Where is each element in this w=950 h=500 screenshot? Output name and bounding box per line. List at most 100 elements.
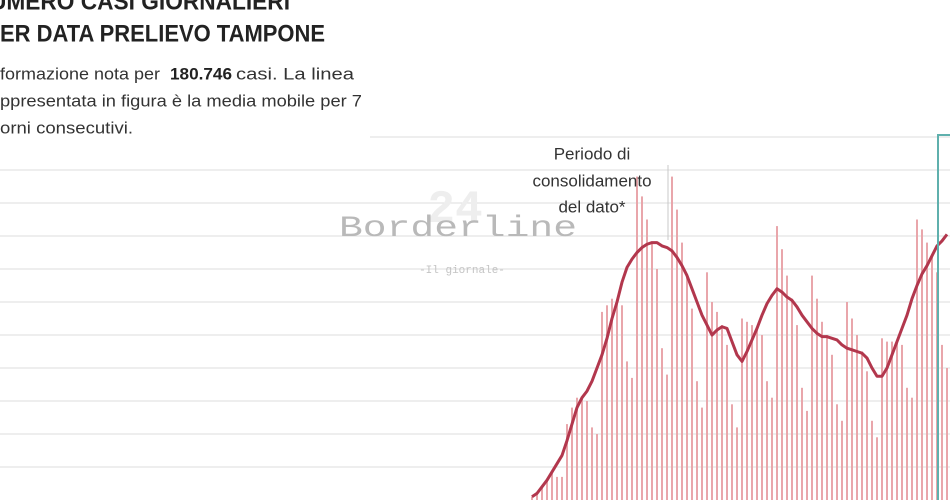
bar [551,473,553,500]
moving-average-line [531,233,949,498]
bar [866,371,868,500]
bar [726,344,728,500]
bar [751,325,753,500]
bar [741,318,743,500]
bar [871,420,873,500]
title-line: UMERO CASI GIORNALIERI [0,0,290,15]
bar [921,229,923,500]
bar [916,219,918,500]
bar [676,209,678,500]
bar [591,427,593,500]
bar [711,302,713,500]
bar [611,298,613,500]
description-text: casi. La linea [236,64,355,83]
bar [641,196,643,500]
bar [761,335,763,500]
bar [891,341,893,500]
bar [566,424,568,500]
bar [701,407,703,500]
bar [881,338,883,500]
bar [841,420,843,500]
title-line: ER DATA PRELIEVO TAMPONE [0,20,325,47]
grid [0,136,950,468]
annotation-text: Periodo di [554,144,631,163]
bar [686,275,688,500]
bar [646,219,648,500]
bar [786,275,788,500]
bar [911,397,913,500]
bar [616,302,618,500]
bar [766,381,768,500]
bar [656,269,658,500]
watermark-tagline: -Il giornale- [419,265,505,277]
bar [861,351,863,500]
bar [801,387,803,500]
bar [946,368,948,500]
bar [796,325,798,500]
bar [876,437,878,500]
bar [821,321,823,500]
bar [836,404,838,500]
bar [896,341,898,500]
watermark-number: 24 [427,184,482,236]
bar [806,410,808,500]
bar [536,493,538,500]
bar [816,298,818,500]
bar [681,242,683,500]
bar [831,354,833,500]
bar [586,401,588,500]
bar [791,298,793,500]
bar [811,275,813,500]
bar [596,434,598,500]
marks [531,176,949,500]
bar [626,361,628,500]
bar [556,476,558,500]
bar [546,480,548,500]
bar [856,335,858,500]
bar [776,226,778,500]
watermark-name: Borderline [339,212,577,246]
bar [561,476,563,500]
bar [931,255,933,500]
bar [581,397,583,500]
bar [571,407,573,500]
bar [541,486,543,500]
bar [851,318,853,500]
bar [736,427,738,500]
highlight-box [937,134,950,500]
bar [531,496,533,500]
bar [576,397,578,500]
bar [636,176,638,500]
bar [781,249,783,500]
description-text: orni consecutivi. [0,118,133,137]
bar [731,404,733,500]
annotation-text: del dato* [558,197,625,216]
bar [651,242,653,500]
bar [621,305,623,500]
description-text: ppresentata in figura è la media mobile … [0,91,362,110]
bar [661,348,663,500]
description-text: formazione nota per [0,64,160,83]
bar [746,321,748,500]
bar [706,272,708,500]
bar [906,387,908,500]
bar [756,328,758,500]
bar [671,176,673,500]
bar [691,308,693,500]
bar [606,305,608,500]
bar [721,325,723,500]
bar [771,397,773,500]
bar [826,335,828,500]
annotation-text: consolidamento [532,171,651,190]
description-number: 180.746 [170,64,232,83]
bar [926,242,928,500]
bar [696,381,698,500]
bar [941,344,943,500]
bar [631,377,633,500]
bar [901,344,903,500]
bar [886,341,888,500]
bar [716,311,718,500]
bar [666,374,668,500]
bar [601,311,603,500]
